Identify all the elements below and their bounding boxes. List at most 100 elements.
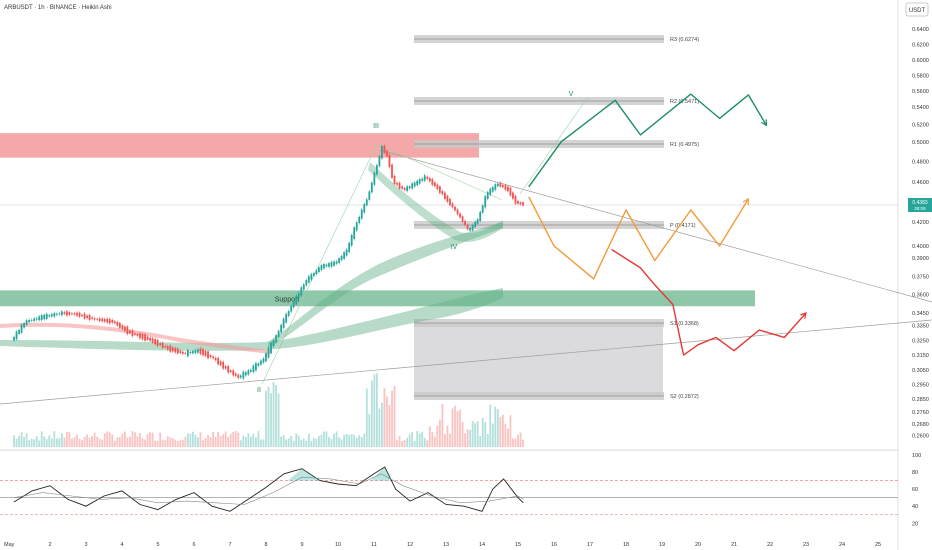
price-candle[interactable] <box>297 293 300 298</box>
price-candle[interactable] <box>406 186 409 192</box>
rsi-line[interactable] <box>13 466 524 512</box>
price-candle[interactable] <box>333 261 335 266</box>
price-candle[interactable] <box>154 339 157 345</box>
price-candle[interactable] <box>249 369 252 372</box>
price-candle[interactable] <box>454 206 456 211</box>
price-candle[interactable] <box>181 351 184 354</box>
price-candle[interactable] <box>123 326 126 331</box>
price-candle[interactable] <box>144 334 146 341</box>
price-candle[interactable] <box>239 375 242 378</box>
price-candle[interactable] <box>428 177 431 182</box>
price-candle[interactable] <box>320 265 323 270</box>
price-candle[interactable] <box>507 186 509 192</box>
price-candle[interactable] <box>169 345 172 352</box>
price-candle[interactable] <box>287 311 290 316</box>
price-candle[interactable] <box>469 227 472 231</box>
price-candle[interactable] <box>441 191 444 195</box>
price-candle[interactable] <box>325 264 328 267</box>
price-candle[interactable] <box>199 348 202 355</box>
price-candle[interactable] <box>45 313 48 319</box>
price-candle[interactable] <box>58 313 61 315</box>
price-candle[interactable] <box>285 313 288 323</box>
price-candle[interactable] <box>63 312 66 314</box>
price-candle[interactable] <box>126 326 129 335</box>
price-candle[interactable] <box>35 318 38 320</box>
upper-trendline[interactable] <box>379 149 932 303</box>
price-candle[interactable] <box>184 353 187 354</box>
price-candle[interactable] <box>512 192 514 199</box>
price-candle[interactable] <box>444 192 446 199</box>
price-candle[interactable] <box>166 345 169 350</box>
price-candle[interactable] <box>149 337 151 341</box>
scenario-path-bearish[interactable] <box>611 248 807 356</box>
price-candle[interactable] <box>461 216 464 222</box>
price-candle[interactable] <box>368 191 371 200</box>
price-candle[interactable] <box>48 315 51 317</box>
price-candle[interactable] <box>370 182 373 193</box>
scenario-path-neutral[interactable] <box>528 196 749 280</box>
price-candle[interactable] <box>207 351 209 359</box>
price-candle[interactable] <box>197 349 199 353</box>
price-candle[interactable] <box>247 370 250 375</box>
price-candle[interactable] <box>413 182 416 187</box>
price-candle[interactable] <box>194 350 197 354</box>
price-candle[interactable] <box>227 366 230 373</box>
price-candle[interactable] <box>20 324 23 333</box>
price-candle[interactable] <box>50 314 53 317</box>
price-candle[interactable] <box>431 178 434 185</box>
price-candle[interactable] <box>418 179 421 184</box>
price-candle[interactable] <box>13 336 15 341</box>
price-candle[interactable] <box>411 183 414 189</box>
price-candle[interactable] <box>451 203 454 208</box>
price-candle[interactable] <box>267 347 270 358</box>
price-candle[interactable] <box>481 205 484 213</box>
price-candle[interactable] <box>93 318 96 320</box>
price-candle[interactable] <box>302 284 305 290</box>
price-candle[interactable] <box>355 222 358 231</box>
price-candle[interactable] <box>307 276 310 283</box>
price-candle[interactable] <box>438 186 441 193</box>
price-candle[interactable] <box>501 185 504 188</box>
price-candle[interactable] <box>305 280 308 286</box>
price-candle[interactable] <box>161 342 164 348</box>
price-candle[interactable] <box>81 314 83 317</box>
price-candle[interactable] <box>343 252 346 259</box>
price-candle[interactable] <box>401 186 403 189</box>
price-candle[interactable] <box>323 263 325 269</box>
price-candle[interactable] <box>53 312 56 317</box>
price-candle[interactable] <box>146 336 149 340</box>
price-candle[interactable] <box>60 311 63 316</box>
price-candle[interactable] <box>78 312 81 317</box>
currency-badge[interactable]: USDT <box>905 2 929 17</box>
price-candle[interactable] <box>234 373 237 376</box>
support-zone[interactable] <box>0 290 755 307</box>
price-candle[interactable] <box>391 164 393 178</box>
price-candle[interactable] <box>113 321 116 324</box>
price-candle[interactable] <box>134 333 136 335</box>
price-candle[interactable] <box>300 287 303 296</box>
price-candle[interactable] <box>423 175 426 181</box>
price-candle[interactable] <box>312 273 315 276</box>
price-candle[interactable] <box>421 178 424 181</box>
price-candle[interactable] <box>471 224 474 231</box>
price-candle[interactable] <box>40 315 43 321</box>
price-candle[interactable] <box>121 325 124 329</box>
price-candle[interactable] <box>338 258 340 263</box>
price-candle[interactable] <box>499 182 502 187</box>
price-candle[interactable] <box>186 349 189 357</box>
price-candle[interactable] <box>330 261 333 267</box>
price-candle[interactable] <box>446 195 449 202</box>
price-candle[interactable] <box>116 322 119 326</box>
price-candle[interactable] <box>176 348 179 354</box>
price-candle[interactable] <box>179 350 182 354</box>
scenario-path-bullish[interactable] <box>528 93 768 188</box>
price-candle[interactable] <box>496 183 499 187</box>
price-candle[interactable] <box>237 374 240 378</box>
price-candle[interactable] <box>229 370 232 373</box>
price-candle[interactable] <box>348 242 351 253</box>
price-candle[interactable] <box>383 145 386 153</box>
price-candle[interactable] <box>275 335 277 343</box>
price-candle[interactable] <box>88 314 91 321</box>
price-candle[interactable] <box>73 313 76 315</box>
